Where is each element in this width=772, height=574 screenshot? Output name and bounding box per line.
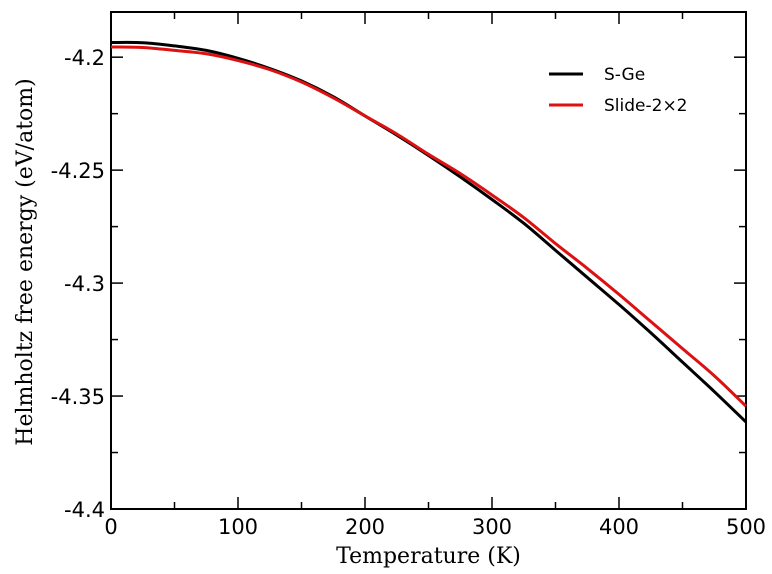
x-tick-label: 400	[599, 515, 639, 539]
y-tick-label: -4.2	[64, 46, 105, 70]
y-tick-label: -4.35	[51, 385, 105, 409]
y-tick-label: -4.4	[64, 498, 105, 522]
x-tick-label: 300	[472, 515, 512, 539]
y-axis-title: Helmholtz free energy (eV/atom)	[13, 78, 38, 445]
x-tick-label: 200	[345, 515, 385, 539]
ticks-layer	[110, 12, 747, 510]
series-line-slide-2x2	[110, 45, 748, 408]
x-tick-label: 500	[726, 515, 766, 539]
tick-labels-layer: 0 100 200 300 400 500 -4.4 -4.35 -4.3 -4.25 -4.2	[51, 46, 766, 539]
x-axis-title: Temperature (K)	[336, 544, 521, 569]
series-layer	[110, 40, 748, 424]
legend-label-s-ge: S-Ge	[604, 65, 645, 85]
legend-label-slide-2x2: Slide-2×2	[604, 96, 688, 116]
y-tick-label: -4.25	[51, 159, 105, 183]
plot-frame	[110, 11, 747, 510]
x-tick-label: 100	[218, 515, 258, 539]
y-tick-label: -4.3	[64, 272, 105, 296]
legend: S-Ge Slide-2×2	[549, 65, 688, 116]
x-tick-label: 0	[104, 515, 117, 539]
